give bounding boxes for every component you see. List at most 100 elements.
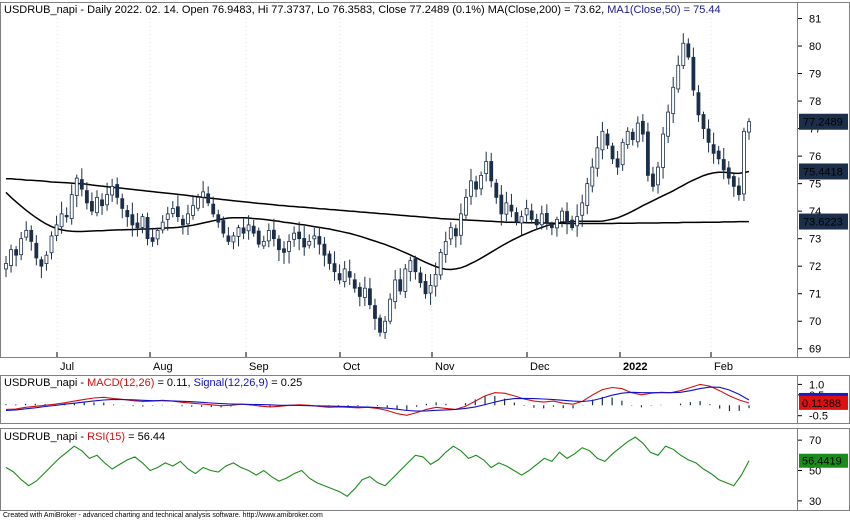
price-tick-label: 72 xyxy=(809,261,821,273)
candle-body xyxy=(241,227,246,234)
macd-badge-label: 0.11388 xyxy=(802,398,841,410)
candle-body xyxy=(206,193,211,204)
candle-body xyxy=(69,194,74,219)
candle-body xyxy=(580,202,585,216)
macd-tick-label: -0.5 xyxy=(809,411,828,423)
price-tick-label: 81 xyxy=(809,14,821,26)
candle-body xyxy=(54,224,59,237)
date-tick-label: Dec xyxy=(530,361,550,373)
candle-body xyxy=(201,191,206,198)
ma50-line xyxy=(5,170,750,271)
candle-body xyxy=(95,196,99,214)
price-badges: 77.2489 75.4418 73.6223 xyxy=(799,113,848,230)
candle-body xyxy=(342,268,347,282)
candle-body xyxy=(261,241,266,247)
candle-body xyxy=(79,179,84,190)
price-tick-label: 70 xyxy=(809,316,821,328)
rsi-line xyxy=(5,436,750,497)
candle-body xyxy=(74,177,79,196)
price-tick-label: 79 xyxy=(809,69,821,81)
candle-body xyxy=(64,214,69,218)
candle-body xyxy=(4,263,8,270)
candle-body xyxy=(585,183,590,206)
candle-body xyxy=(191,205,195,216)
price-badge xyxy=(799,213,848,230)
candle-body xyxy=(691,56,696,91)
candle-body xyxy=(509,204,514,212)
candle-body xyxy=(170,207,175,214)
candle-body xyxy=(706,128,711,143)
ma50-polyline xyxy=(5,170,750,271)
candle-body xyxy=(150,237,155,242)
candle-body xyxy=(373,305,377,319)
candle-body xyxy=(175,206,180,218)
candle-body xyxy=(620,141,625,166)
candle-body xyxy=(282,248,286,253)
candle-body xyxy=(14,249,19,256)
date-tick-label: Aug xyxy=(153,361,173,373)
rsi-badge-label: 56.4419 xyxy=(802,456,842,468)
price-badge-label: 77.2489 xyxy=(803,117,843,129)
candle-body xyxy=(181,218,185,226)
candle-body xyxy=(742,130,746,195)
candle-body xyxy=(160,221,165,231)
rsi-badges: 56.4419 xyxy=(799,453,848,468)
title-segment: RSI(15) xyxy=(87,431,125,443)
date-tick-label: Feb xyxy=(714,361,733,373)
candle-body xyxy=(534,219,539,226)
candle-body xyxy=(484,161,489,174)
title-segment: Signal(12,26,9) xyxy=(194,377,269,389)
macd-tick-label: 1.0 xyxy=(809,379,824,391)
candle-body xyxy=(479,174,484,190)
candle-body xyxy=(337,273,342,281)
candle-body xyxy=(266,230,271,242)
macd-badges: 0.254110.11388 xyxy=(799,392,848,410)
candle-body xyxy=(701,114,706,129)
candle-body xyxy=(570,219,574,229)
candle-body xyxy=(100,199,104,207)
candle-body xyxy=(140,216,145,228)
candle-body xyxy=(610,145,615,160)
price-tick-label: 78 xyxy=(809,96,821,108)
candle-body xyxy=(9,249,13,266)
candle-body xyxy=(403,268,408,292)
candle-body xyxy=(464,196,468,216)
candle-body xyxy=(327,253,332,264)
candle-body xyxy=(221,220,226,234)
candle-body xyxy=(297,231,302,240)
candle-body xyxy=(656,166,660,186)
candle-body xyxy=(630,131,635,140)
candle-body xyxy=(211,203,216,215)
candle-body xyxy=(549,223,554,229)
candle-body xyxy=(352,279,357,289)
candle-body xyxy=(357,286,362,297)
candle-body xyxy=(676,64,681,90)
candle-body xyxy=(251,225,256,234)
candle-body xyxy=(666,111,671,137)
candle-body xyxy=(302,238,307,248)
candle-body xyxy=(186,213,190,225)
candle-body xyxy=(590,166,595,187)
candle-body xyxy=(322,243,327,256)
price-tick-label: 75 xyxy=(809,179,821,191)
candle-body xyxy=(90,201,94,212)
candle-body xyxy=(494,182,499,198)
date-tick-label: Sep xyxy=(249,361,269,373)
rsi-tick-label: 30 xyxy=(809,496,821,508)
candle-body xyxy=(438,252,443,276)
candle-body xyxy=(625,130,630,146)
rsi-axis-ticks: 70 50 30 xyxy=(797,435,821,508)
candle-body xyxy=(84,190,89,204)
candle-body xyxy=(135,222,140,229)
candle-body xyxy=(565,211,569,223)
candle-body xyxy=(236,227,241,237)
title-segment: MACD(12,26) xyxy=(87,377,154,389)
macd-pane-title: USDRUB_napi - MACD(12,26) = 0.11, Signal… xyxy=(4,377,302,389)
ma200-polyline xyxy=(6,177,749,225)
candle-body xyxy=(671,86,676,114)
candle-body xyxy=(635,122,640,143)
candle-body xyxy=(277,238,281,251)
candle-body xyxy=(469,180,473,197)
candle-body xyxy=(231,235,236,243)
